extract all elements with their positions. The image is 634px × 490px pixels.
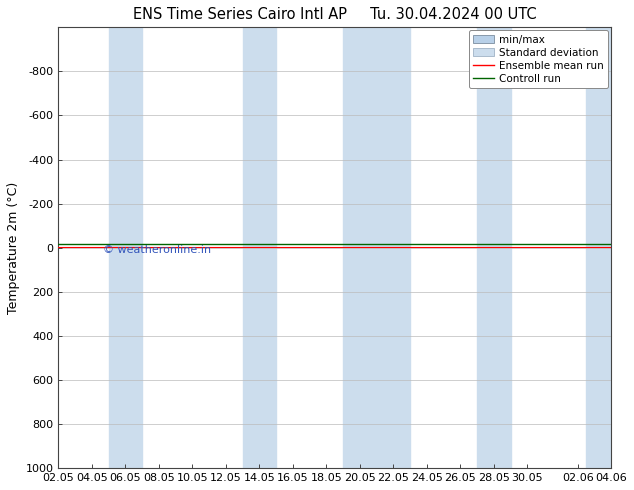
Title: ENS Time Series Cairo Intl AP     Tu. 30.04.2024 00 UTC: ENS Time Series Cairo Intl AP Tu. 30.04.… — [133, 7, 536, 22]
Legend: min/max, Standard deviation, Ensemble mean run, Controll run: min/max, Standard deviation, Ensemble me… — [469, 30, 608, 88]
Bar — [477, 27, 510, 468]
Bar — [243, 27, 276, 468]
Text: © weatheronline.in: © weatheronline.in — [103, 245, 210, 255]
Bar — [108, 27, 142, 468]
Bar — [586, 27, 628, 468]
Y-axis label: Temperature 2m (°C): Temperature 2m (°C) — [7, 182, 20, 314]
Bar — [343, 27, 410, 468]
